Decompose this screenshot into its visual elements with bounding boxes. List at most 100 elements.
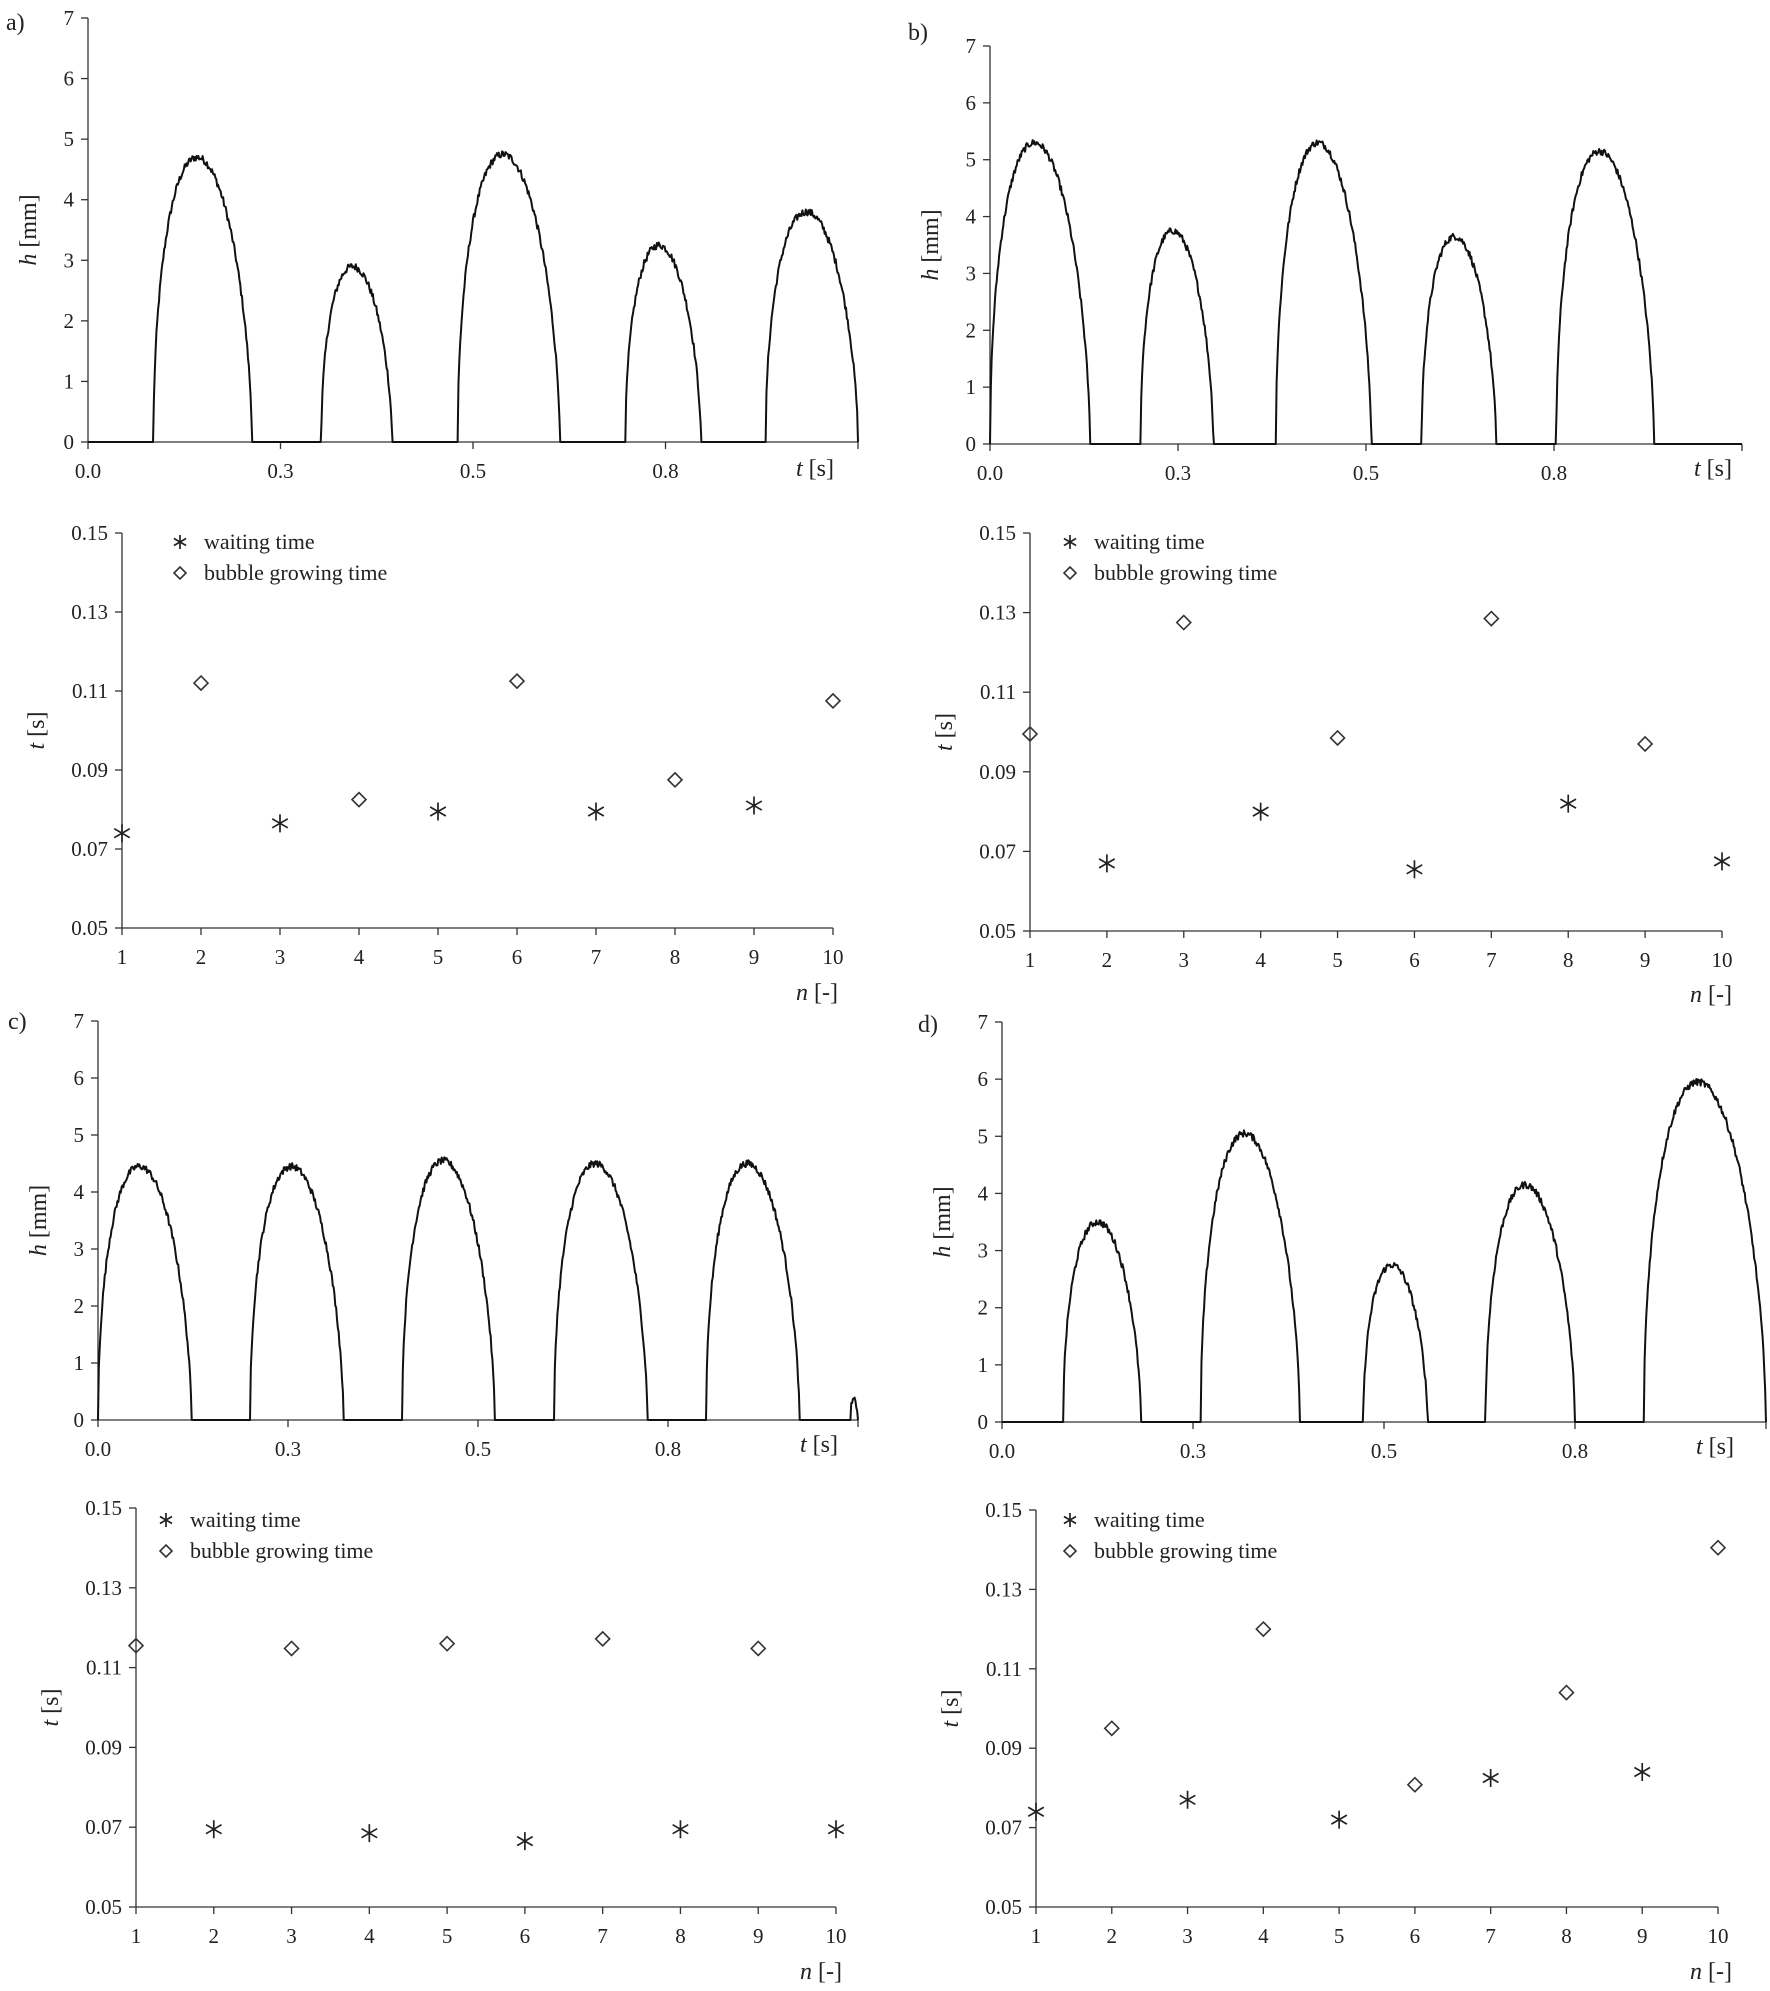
legend-entry: waiting time — [1094, 529, 1205, 554]
x-tick-label: 0.8 — [1541, 461, 1567, 485]
y-tick-label: 0.15 — [979, 521, 1016, 545]
legend-diamond-icon — [158, 1543, 174, 1559]
x-tick-label: 4 — [354, 945, 365, 969]
x-axis-variable: t — [800, 1432, 808, 1458]
y-tick-label: 5 — [64, 127, 75, 151]
y-axis-variable: h — [930, 1246, 956, 1258]
bubble-growing-time-point — [192, 674, 210, 692]
bubble-growing-time-point — [824, 692, 842, 710]
x-tick-label: 10 — [1712, 948, 1733, 972]
x-tick-label: 3 — [286, 1924, 297, 1948]
height-trace-chart-4: 0 1 2 3 4 5 6 7 0.0 0.3 0.5 0.8 t [s] h [mm] c) — [8, 1009, 859, 1461]
legend-entry: waiting time — [204, 529, 315, 554]
y-tick-label: 0.07 — [979, 839, 1016, 863]
x-tick-label: 9 — [1637, 1924, 1648, 1948]
bubble-growing-time-point — [1636, 735, 1654, 753]
waiting-time-point — [745, 796, 763, 815]
x-tick-label: 8 — [675, 1924, 686, 1948]
x-axis-label: n [-] — [796, 980, 838, 1006]
y-tick-label: 0.09 — [85, 1735, 122, 1759]
legend-entry: bubble growing time — [1094, 560, 1277, 585]
y-tick-label: 0.11 — [980, 680, 1016, 704]
x-axis-unit: [s] — [1703, 1434, 1734, 1460]
y-axis-unit: [mm] — [930, 1186, 956, 1245]
bubble-growing-time-point — [594, 1630, 611, 1648]
x-tick-label: 0.5 — [1371, 1439, 1397, 1463]
bubble-growing-time-point — [1558, 1684, 1575, 1701]
bubble-growing-time-point — [1255, 1620, 1272, 1638]
x-tick-label: 1 — [1031, 1924, 1042, 1948]
y-tick-label: 2 — [64, 309, 75, 333]
x-tick-label: 4 — [364, 1924, 375, 1948]
y-axis-label: t [s] — [38, 1689, 64, 1727]
y-axis-label: t [s] — [24, 712, 50, 750]
x-tick-label: 2 — [209, 1924, 220, 1948]
y-tick-label: 1 — [64, 369, 75, 393]
legend: waiting time bubble growing time — [158, 1507, 373, 1563]
panel-label: d) — [918, 1012, 938, 1038]
legend-entry: waiting time — [190, 1507, 301, 1532]
x-tick-label: 0.0 — [989, 1439, 1015, 1463]
x-tick-label: 3 — [1182, 1924, 1193, 1948]
y-tick-label: 2 — [74, 1294, 85, 1318]
x-tick-label: 0.8 — [655, 1437, 681, 1461]
bubble-growing-time-point — [508, 672, 526, 690]
y-tick-label: 0.05 — [985, 1895, 1022, 1919]
x-axis-unit: [-] — [812, 1959, 842, 1985]
y-tick-label: 0.11 — [86, 1656, 122, 1680]
waiting-time-point — [1098, 854, 1116, 873]
y-tick-label: 7 — [966, 34, 977, 58]
y-tick-label: 0.13 — [85, 1576, 122, 1600]
x-tick-label: 6 — [520, 1924, 531, 1948]
x-tick-label: 4 — [1258, 1924, 1269, 1948]
x-axis-unit: [s] — [1701, 456, 1732, 482]
bubble-growing-time-point — [283, 1640, 300, 1657]
bubble-growing-time-point — [1175, 614, 1192, 631]
bubble-growing-time-point — [750, 1640, 767, 1657]
x-axis-unit: [-] — [1702, 1959, 1732, 1985]
y-tick-label: 7 — [64, 6, 75, 30]
x-tick-label: 9 — [753, 1924, 764, 1948]
y-tick-label: 0.07 — [985, 1816, 1022, 1840]
x-axis-unit: [s] — [803, 456, 834, 482]
y-axis-variable: t — [24, 742, 50, 750]
x-tick-label: 0.0 — [75, 459, 101, 483]
bubble-growing-time-series — [1021, 610, 1654, 753]
waiting-time-point — [827, 1820, 845, 1839]
x-axis-unit: [-] — [808, 980, 838, 1006]
y-axis-variable: h — [16, 254, 42, 266]
panel-label: c) — [8, 1009, 27, 1035]
y-axis-label: t [s] — [938, 1690, 964, 1728]
waiting-time-series — [1098, 794, 1731, 879]
x-tick-label: 8 — [1563, 948, 1574, 972]
legend-diamond-icon — [172, 565, 188, 581]
bubble-height-line — [989, 139, 1743, 445]
x-axis-label: t [s] — [796, 456, 834, 482]
y-tick-label: 0 — [74, 1408, 85, 1432]
y-axis-unit: [s] — [938, 1690, 964, 1721]
y-tick-label: 0.07 — [85, 1815, 122, 1839]
waiting-time-series — [1027, 1763, 1651, 1829]
x-tick-label: 5 — [1334, 1924, 1345, 1948]
bubble-growing-time-point — [1709, 1539, 1727, 1556]
x-tick-label: 6 — [1409, 948, 1420, 972]
x-tick-label: 9 — [1640, 948, 1651, 972]
y-tick-label: 0.13 — [71, 600, 108, 624]
waiting-time-point — [1179, 1790, 1196, 1809]
x-axis-variable: t — [1696, 1434, 1704, 1460]
x-tick-label: 1 — [131, 1924, 142, 1948]
bubble-height-line — [87, 150, 859, 443]
y-tick-label: 0 — [966, 432, 977, 456]
x-tick-label: 0.0 — [85, 1437, 111, 1461]
x-tick-label: 1 — [1025, 948, 1036, 972]
y-tick-label: 0.07 — [71, 837, 108, 861]
y-tick-label: 6 — [978, 1067, 989, 1091]
y-tick-label: 0.15 — [985, 1498, 1022, 1522]
waiting-time-point — [1713, 852, 1731, 871]
waiting-time-point — [271, 814, 289, 833]
x-tick-label: 0.3 — [1180, 1439, 1206, 1463]
scatter-chart-3: 0.05 0.07 0.09 0.11 0.13 0.15 1 2 3 4 5 6 7 8 9 10 n [-]… — [932, 521, 1733, 1008]
waiting-time-point — [1252, 802, 1269, 821]
y-tick-label: 0.13 — [979, 601, 1016, 625]
